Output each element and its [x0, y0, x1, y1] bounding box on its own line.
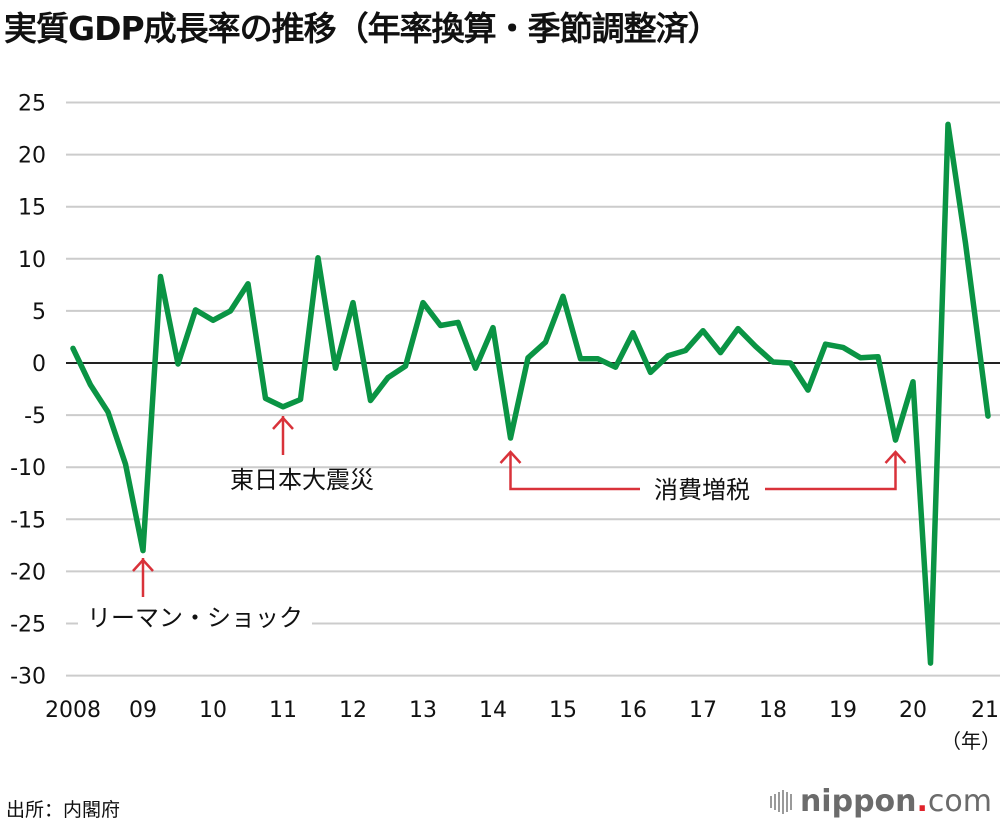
annotation-label-tax-hike: 消費増税 [654, 476, 750, 504]
x-tick-label: 12 [339, 698, 367, 723]
annotation-arrow-head [272, 416, 294, 430]
y-tick-label: -10 [10, 456, 46, 481]
x-tick-label: 18 [759, 698, 787, 723]
logo-bars-icon [769, 789, 792, 814]
annotation-arrow-head [132, 558, 154, 572]
y-tick-label: 20 [18, 144, 46, 169]
y-tick-label: -5 [24, 404, 46, 429]
y-tick-label: -30 [10, 665, 46, 690]
x-axis-unit-label: （年） [941, 729, 1000, 753]
x-tick-label: 10 [199, 698, 227, 723]
x-tick-label: 20 [899, 698, 927, 723]
y-axis-ticks: 25 20 15 10 5 0 -5 -10 -15 -20 -25 -30 [10, 92, 46, 690]
y-tick-label: -25 [10, 613, 46, 638]
x-tick-label: 17 [689, 698, 717, 723]
series-lines [70, 121, 991, 666]
annotation-bracket-left [509, 452, 640, 491]
x-tick-label: 14 [479, 698, 507, 723]
y-tick-label: -15 [10, 508, 46, 533]
x-tick-label: 15 [549, 698, 577, 723]
y-tick-label: 0 [32, 352, 46, 377]
logo-tld: com [927, 784, 992, 819]
x-axis-ticks: 2008 09 10 11 12 13 14 15 16 17 18 19 20 21 [45, 698, 999, 723]
annotation-arrow-head [499, 450, 522, 464]
annotation-label-bg [78, 600, 312, 634]
source-note: 出所：内閣府 [6, 799, 121, 821]
y-tick-label: 5 [32, 300, 46, 325]
logo-dot: . [916, 784, 928, 819]
x-tick-label: 2008 [45, 698, 101, 723]
annotation-bracket-right [765, 452, 897, 491]
grid-lines [66, 101, 1000, 677]
y-tick-label: -20 [10, 560, 46, 585]
y-tick-label: 10 [18, 248, 46, 273]
x-tick-label: 09 [129, 698, 157, 723]
y-tick-label: 15 [18, 196, 46, 221]
series-line-gdp [70, 121, 991, 666]
x-tick-label: 21 [971, 698, 999, 723]
chart-title: 実質GDP成長率の推移（年率換算・季節調整済） [4, 9, 721, 48]
logo-name: nippon [799, 784, 917, 819]
y-tick-label: 25 [18, 92, 46, 117]
x-tick-label: 11 [269, 698, 297, 723]
annotation-label-earthquake: 東日本大震災 [230, 466, 374, 494]
annotation-arrow-head [884, 450, 907, 464]
gdp-line-chart: 25 20 15 10 5 0 -5 -10 -15 -20 -25 -30 2008 09 10 11 12… [10, 92, 1000, 753]
x-tick-label: 19 [829, 698, 857, 723]
x-tick-label: 16 [619, 698, 647, 723]
annotation-label-lehman: リーマン・ショック [87, 604, 303, 632]
x-tick-label: 13 [409, 698, 437, 723]
annotations: リーマン・ショック 東日本大震災 消費増税 [78, 416, 907, 634]
nippon-com-logo[interactable]: nippon. com [769, 784, 992, 819]
